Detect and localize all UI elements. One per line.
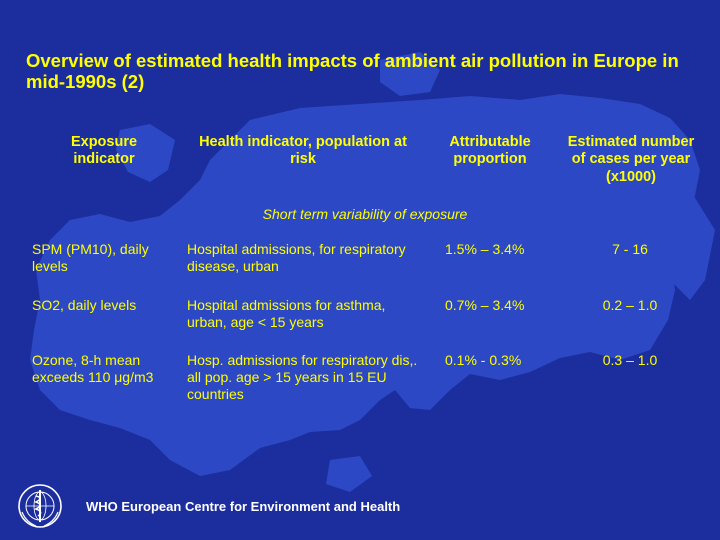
- column-header-health: Health indicator, population at risk: [199, 134, 407, 168]
- table-cell-cases: 7 - 16: [612, 241, 648, 257]
- table-cell-exposure: SPM (PM10), daily levels: [32, 241, 149, 275]
- table-cell-health: Hospital admissions, for respiratory dis…: [187, 241, 406, 275]
- table-cell-proportion: 0.1% - 0.3%: [445, 352, 522, 368]
- footer-organization: WHO European Centre for Environment and …: [86, 499, 401, 514]
- column-header-proportion: Attributable proportion: [449, 134, 531, 168]
- table-cell-exposure: SO2, daily levels: [32, 297, 137, 313]
- section-label: Short term variability of exposure: [262, 206, 468, 222]
- table-cell-cases: 0.3 – 1.0: [602, 352, 658, 368]
- column-header-exposure: Exposure indicator: [70, 134, 138, 168]
- who-emblem-icon: [18, 484, 62, 528]
- table-cell-exposure: Ozone, 8-h mean exceeds 110 μg/m3: [32, 352, 154, 386]
- column-header-cases: Estimated number of cases per year (x100…: [567, 134, 695, 185]
- slide-title: Overview of estimated health impacts of …: [26, 50, 679, 93]
- table-cell-health: Hospital admissions for asthma, urban, a…: [187, 297, 386, 331]
- table-cell-cases: 0.2 – 1.0: [602, 297, 658, 313]
- table-cell-health: Hosp. admissions for respiratory dis,. a…: [187, 352, 418, 403]
- table-cell-proportion: 1.5% – 3.4%: [445, 241, 525, 257]
- table-cell-proportion: 0.7% – 3.4%: [445, 297, 525, 313]
